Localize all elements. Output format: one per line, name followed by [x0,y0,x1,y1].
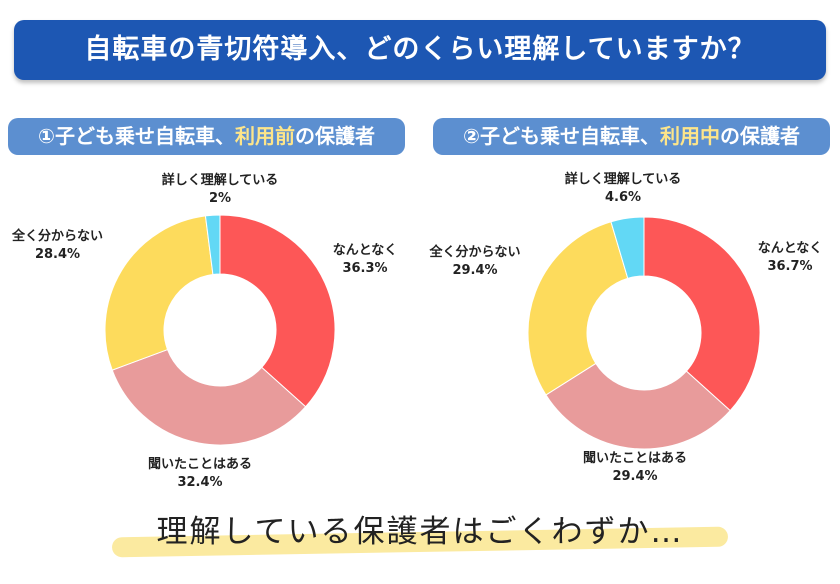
chart-1-value-label: 32.4% [177,475,223,490]
chart-2-value-label: 29.4% [452,263,498,278]
chart-1-value-label: 2% [208,191,232,206]
chart-1-label-heard: 聞いたことはある 32.4% [110,456,290,492]
chart-1-slice-4 [204,214,221,276]
chart-1-slice-1 [219,214,336,408]
chart-1-title: ①子ども乗せ自転車、利用前の保護者 [8,118,405,155]
chart-2-category-label: 詳しく理解している [564,172,682,187]
chart-1-title-suffix: の保護者 [294,124,375,148]
chart-1-slice-3 [104,215,214,371]
chart-1-label-none: 全く分からない 28.4% [0,228,115,264]
footer-message: 理解している保護者はごくわずか… [100,504,740,558]
chart-2-value-label: 4.6% [604,190,642,205]
chart-2-value-label: 36.7% [767,259,813,274]
chart-1-title-highlight: 利用前 [234,124,295,148]
chart-1-slice-2 [111,348,307,446]
footer-text: 理解している保護者はごくわずか… [156,514,684,550]
chart-2-category-label: 聞いたことはある [582,451,687,466]
chart-2-title-prefix: ②子ども乗せ自転車、 [463,124,660,148]
chart-1-label-somewhat: なんとなく 36.3% [310,242,420,278]
chart-2-category-label: 全く分からない [429,245,521,260]
chart-1-label-detailed: 詳しく理解している 2% [120,172,320,208]
chart-1-category-label: 全く分からない [11,229,103,244]
chart-2-slice-2 [545,362,731,450]
chart-2-label-none: 全く分からない 29.4% [415,244,535,280]
chart-1-category-label: 詳しく理解している [161,173,279,188]
chart-1-category-label: なんとなく [332,243,398,258]
chart-2-slice-1 [643,216,761,412]
chart-2-value-label: 29.4% [612,469,658,484]
chart-2-slice-3 [527,221,629,396]
chart-1-title-prefix: ①子ども乗せ自転車、 [38,124,235,148]
chart-2-title-highlight: 利用中 [659,124,720,148]
chart-2-category-label: なんとなく [757,241,823,256]
chart-2-title-suffix: の保護者 [719,124,800,148]
chart-2-slice-4 [610,216,645,279]
chart-2-label-heard: 聞いたことはある 29.4% [545,450,725,486]
chart-2-label-somewhat: なんとなく 36.7% [740,240,840,276]
chart-2-title: ②子ども乗せ自転車、利用中の保護者 [433,118,830,155]
chart-1-value-label: 28.4% [34,247,81,262]
chart-1-value-label: 36.3% [342,261,388,276]
chart-2-label-detailed: 詳しく理解している 4.6% [523,171,723,207]
chart-1-category-label: 聞いたことはある [147,457,252,472]
page-title: 自転車の青切符導入、どのくらい理解していますか？ [14,20,826,80]
